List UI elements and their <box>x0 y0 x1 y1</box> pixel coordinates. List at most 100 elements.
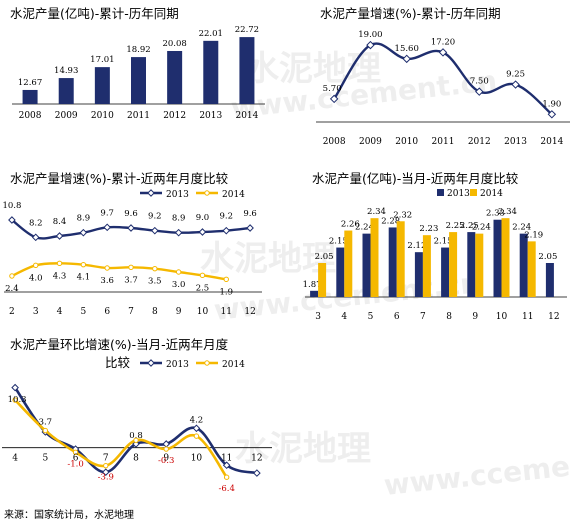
point-2014-7 <box>103 462 109 469</box>
panel-monthly-output: 水泥产量(亿吨)-当月-近两年月度比较 1.87 2.05 3 2.15 2.26 4 2.… <box>303 171 567 322</box>
x-tick-3: 3 <box>33 307 39 317</box>
point-label-2014: 1.90 <box>542 99 561 109</box>
point-label-2014-5: 4.1 <box>77 273 91 283</box>
x-tick-2010: 2010 <box>91 111 114 121</box>
point-2013-9 <box>174 228 183 237</box>
point-2008 <box>329 94 339 104</box>
bar-2014-11 <box>527 241 536 297</box>
point-2014-4 <box>12 397 18 403</box>
bar-label-2013-6: 2.28 <box>381 216 400 226</box>
bar-label-2009: 14.93 <box>54 66 78 76</box>
point-2013-12 <box>253 469 261 477</box>
point-2014-5 <box>42 427 49 434</box>
bar-label-2013-9: 2.25 <box>460 221 479 231</box>
point-label-2012: 7.50 <box>470 77 489 87</box>
point-2014-6 <box>104 265 110 271</box>
x-tick-10: 10 <box>197 307 209 317</box>
legend-swatch-2013 <box>437 189 444 196</box>
point-2014-10 <box>199 272 206 279</box>
x-tick-11: 11 <box>221 454 232 464</box>
x-tick-6: 6 <box>73 454 79 464</box>
legend-label-2014: 2014 <box>222 190 245 200</box>
x-tick-8: 8 <box>133 454 139 464</box>
point-label-2013-10: 4.2 <box>190 415 204 425</box>
legend-label-2013: 2013 <box>166 360 189 370</box>
x-tick-8: 8 <box>446 312 452 322</box>
bar-2008 <box>22 89 38 104</box>
bar-2013-11 <box>519 233 528 297</box>
bar-label-2013-10: 2.33 <box>486 209 505 219</box>
point-label-2014-6: -1.0 <box>67 459 83 469</box>
bar-label-2008: 12.67 <box>18 78 42 88</box>
panel-title-cumulative-growth-monthly: 水泥产量增速(%)-累计-近两年月度比较 <box>10 171 229 186</box>
legend-marker-2013 <box>147 359 155 367</box>
point-label-2013-12: 9.6 <box>243 209 257 219</box>
bar-2014-9 <box>475 233 484 297</box>
bar-2013-8 <box>441 247 450 297</box>
bar-label-2010: 17.01 <box>90 55 114 65</box>
x-tick-12: 12 <box>244 307 255 317</box>
point-2014-8 <box>152 265 158 272</box>
legend-label-2014: 2014 <box>222 360 245 370</box>
x-tick-2: 2 <box>9 307 15 317</box>
legend-marker-2013 <box>147 189 155 197</box>
point-label-2014-5: 3.7 <box>39 418 53 428</box>
bar-2014-5 <box>370 218 379 297</box>
point-label-2013-8: 0.8 <box>129 431 143 441</box>
point-2013-10 <box>192 424 201 433</box>
point-2014-11 <box>223 474 230 480</box>
bar-label-2014-4: 2.26 <box>341 220 360 230</box>
bar-2010 <box>94 67 110 104</box>
legend: 2013 2014 <box>140 359 245 370</box>
point-label-2014-4: 10.3 <box>8 395 27 405</box>
bar-2013-6 <box>388 227 397 297</box>
bar-label-2014-10: 2.34 <box>498 207 517 217</box>
point-2014-2 <box>9 273 15 279</box>
point-2013-5 <box>79 228 88 237</box>
x-tick-6: 6 <box>394 312 400 322</box>
series-line-2014 <box>11 262 227 281</box>
x-tick-2008: 2008 <box>19 111 42 121</box>
point-label-2014-7: -3.9 <box>98 473 114 483</box>
point-2014-4 <box>56 260 63 267</box>
x-tick-4: 4 <box>341 312 347 322</box>
point-2011 <box>438 48 448 57</box>
bar-2013-10 <box>493 219 502 297</box>
point-2014-6 <box>72 449 79 455</box>
x-tick-5: 5 <box>42 454 48 464</box>
bar-2014 <box>239 37 255 105</box>
point-label-2013-9: 8.9 <box>172 214 186 224</box>
point-label-2013-4: 8.4 <box>53 217 67 227</box>
point-label-2013-6: 9.7 <box>100 208 114 218</box>
bar-label-2014-9: 2.24 <box>472 223 491 233</box>
bar-2013 <box>203 40 219 104</box>
panel-title-cumulative-growth: 水泥产量增速(%)-累计-历年同期 <box>320 6 501 21</box>
x-tick-2013: 2013 <box>504 137 527 147</box>
bar-2014-10 <box>501 218 510 297</box>
x-tick-2013: 2013 <box>199 111 222 121</box>
point-label-2013-7: 9.6 <box>124 209 138 219</box>
bar-label-2013-4: 2.15 <box>329 237 348 247</box>
bar-label-2013: 22.01 <box>199 29 223 39</box>
bar-2014-4 <box>344 230 353 297</box>
legend-marker-2014 <box>204 190 210 196</box>
x-tick-2012: 2012 <box>163 111 186 121</box>
x-tick-12: 12 <box>548 312 559 322</box>
point-label-2013-3: 8.2 <box>29 218 43 228</box>
x-tick-6: 6 <box>104 307 110 317</box>
x-tick-2011: 2011 <box>127 111 150 121</box>
bar-label-2014-11: 2.19 <box>524 230 543 240</box>
point-2013-6 <box>103 223 112 232</box>
panel-cumulative-growth-monthly: 水泥产量增速(%)-累计-近两年月度比较 10.8 8.2 8.4 8.9 9.7 9.6… <box>2 171 262 317</box>
point-2013-9 <box>162 440 171 448</box>
point-2013-8 <box>150 226 159 235</box>
point-2014-7 <box>128 264 134 271</box>
point-2009 <box>366 40 375 50</box>
point-2014-11 <box>223 276 229 283</box>
panel-cumulative-growth: 水泥产量增速(%)-累计-历年同期 5.70 2008 19.00 2009 15.60… <box>316 6 570 147</box>
bar-2013-12 <box>545 263 554 297</box>
x-tick-2009: 2009 <box>55 111 78 121</box>
bar-2009 <box>58 78 74 104</box>
x-tick-8: 8 <box>152 307 158 317</box>
bar-2012 <box>167 50 183 104</box>
